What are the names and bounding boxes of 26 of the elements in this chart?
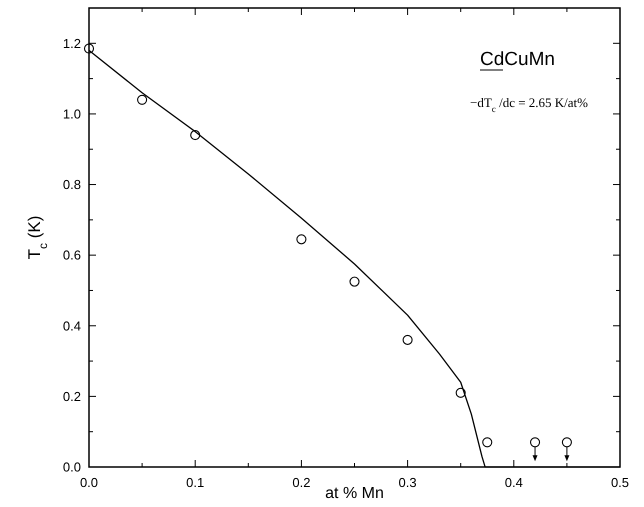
x-tick-label: 0.4 bbox=[504, 475, 523, 490]
x-tick-label: 0.3 bbox=[398, 475, 417, 490]
y-tick-label: 0.4 bbox=[62, 318, 81, 334]
point bbox=[402, 334, 413, 345]
point bbox=[530, 437, 540, 448]
point bbox=[84, 44, 94, 54]
point bbox=[456, 388, 466, 398]
y-tick-label: 0.2 bbox=[62, 388, 81, 404]
annotation: −dT$_{c}$/dc = 2.65 K/at% bbox=[470, 95, 588, 114]
point bbox=[190, 130, 200, 140]
x-tick-label: 0.0 bbox=[80, 475, 98, 490]
point bbox=[137, 94, 148, 105]
x-axis-title: at % Mn bbox=[325, 485, 384, 502]
point bbox=[349, 276, 360, 287]
y-tick-label: 1.2 bbox=[62, 36, 81, 51]
x-tick-label: 0.1 bbox=[186, 475, 204, 490]
point bbox=[562, 437, 572, 448]
y-tick-label: 0.8 bbox=[62, 177, 81, 192]
y-tick-label: 0.0 bbox=[62, 460, 81, 474]
x-tick-label: 0.2 bbox=[292, 475, 310, 490]
point bbox=[482, 437, 492, 448]
point bbox=[296, 234, 306, 244]
annotation: CdCuMn bbox=[480, 49, 555, 70]
y-tick-label: 1.0 bbox=[62, 106, 81, 122]
y-tick-label: 0.6 bbox=[62, 248, 81, 263]
x-tick-label: 0.5 bbox=[610, 475, 630, 490]
